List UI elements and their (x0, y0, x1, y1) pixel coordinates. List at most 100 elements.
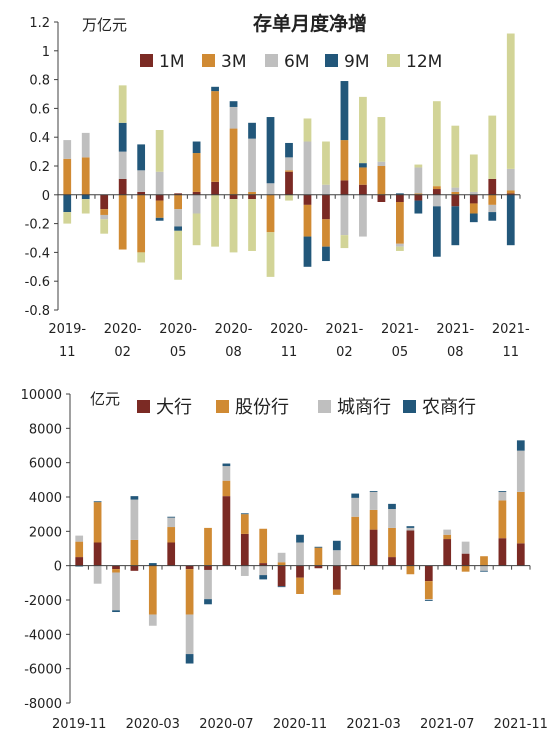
chart-1-x-tick-label: 2021- (492, 322, 530, 337)
chart-2-bar (204, 599, 212, 605)
chart-2-bar (148, 614, 157, 626)
chart-1-bar (377, 161, 386, 166)
chart-2-bar (112, 572, 120, 611)
chart-1-bar (432, 189, 441, 195)
chart-2-bar (332, 565, 341, 590)
chart-2-x-tick-label: 2021-03 (346, 717, 400, 732)
chart-2-bar (93, 502, 102, 543)
chart-2-bar (277, 565, 286, 587)
chart-1-bar (81, 157, 90, 195)
chart-1-bar (192, 194, 201, 214)
chart-1-bar (211, 194, 219, 247)
chart-1-bar (266, 194, 275, 233)
chart-2-bar (351, 497, 360, 517)
chart-1-y-tick-label: -0.4 (25, 246, 50, 261)
chart-1-bar (414, 193, 423, 195)
chart-1-bar (322, 184, 330, 195)
chart-1-bar (266, 183, 275, 195)
chart-2-bar (498, 500, 507, 539)
chart-2-bar (222, 466, 231, 481)
chart-1-x-tick-label: 2021- (381, 322, 419, 337)
chart-1-bar (451, 194, 460, 207)
chart-1-x-tick-label: 08 (447, 345, 464, 360)
chart-1-bar (359, 167, 367, 185)
chart-1-bar (322, 141, 330, 185)
chart-1-legend-label: 3M (221, 52, 246, 72)
chart-1-bar (137, 194, 146, 253)
chart-1-bar (211, 181, 219, 195)
chart-1-bar (340, 235, 349, 249)
chart-2-bar (185, 565, 194, 570)
chart-1-x-tick-label: 11 (281, 345, 298, 360)
chart-1-bar (155, 194, 164, 201)
chart-1-bar (432, 206, 441, 257)
chart-2-bar (516, 440, 525, 451)
chart-1-bar (414, 200, 423, 214)
chart-1-bar (155, 217, 164, 221)
chart-2-y-tick-label: -2000 (24, 594, 62, 609)
chart-2-bar (406, 526, 415, 528)
chart-1-bar (100, 219, 109, 234)
chart-2-unit-label: 亿元 (90, 390, 120, 408)
chart-2-legend-swatch (216, 400, 229, 413)
chart-1-bar (118, 194, 127, 250)
chart-1-bar (137, 191, 146, 195)
chart-2-bar (369, 529, 378, 566)
chart-2-bar (516, 543, 525, 566)
chart-1-bar (285, 142, 293, 158)
chart-1-bar (377, 117, 386, 162)
chart-1-bar (63, 140, 72, 159)
chart-1-y-tick-label: 1 (42, 45, 50, 60)
chart-1-bar (100, 194, 109, 210)
chart-1-bar (340, 194, 349, 236)
chart-2-y-tick-label: 2000 (29, 525, 62, 540)
chart-1-bar (248, 138, 256, 192)
chart-2-bar (240, 514, 249, 534)
chart-1-bar (81, 132, 90, 158)
chart-2-x-tick-label: 2019-11 (52, 717, 106, 732)
chart-2-bar (222, 496, 231, 566)
chart-1-bar (469, 213, 478, 223)
chart-1-bar (322, 219, 330, 247)
chart-1-bar (451, 191, 460, 195)
chart-1-legend-swatch (140, 54, 153, 67)
chart-1-bar (340, 180, 349, 195)
chart-2-bar (167, 516, 176, 518)
chart-1-bar (303, 194, 312, 205)
chart-2-bar (388, 509, 396, 528)
chart-1-bar (395, 243, 404, 247)
chart-1-bar (469, 194, 478, 204)
chart-1-bar (100, 214, 109, 220)
chart-1-bar (488, 178, 497, 195)
chart-1-bar (229, 101, 238, 107)
chart-2-bar (406, 527, 415, 531)
chart-2-bar (296, 577, 304, 594)
chart-2-bar (240, 533, 249, 566)
chart-2-bar (332, 540, 341, 551)
chart-2-bar (369, 509, 378, 530)
chart-1-bar (174, 209, 183, 227)
chart-2-bar (516, 491, 525, 544)
chart-2-bar (351, 493, 360, 498)
chart-2-bar (93, 542, 102, 566)
chart-1-bar (248, 191, 256, 195)
chart-2-bar (498, 490, 507, 492)
chart-1-bar (192, 141, 201, 154)
chart-1-bar (488, 194, 497, 205)
chart-1-bar (303, 118, 312, 142)
chart-1-bar (469, 191, 478, 195)
chart-2-bar (167, 517, 176, 528)
chart-2-x-tick-label: 2020-11 (273, 717, 327, 732)
chart-1-bar (63, 194, 72, 213)
chart-1-bar (63, 212, 72, 224)
chart-1-legend-label: 1M (159, 52, 184, 72)
chart-2-bar (112, 565, 120, 570)
chart-1-x-tick-label: 2021- (436, 322, 474, 337)
chart-1-legend-swatch (387, 54, 400, 67)
chart-1-bar (174, 226, 183, 231)
chart-1-bar (359, 163, 367, 168)
chart-1-bar (248, 194, 256, 200)
chart-1-bar (285, 171, 293, 195)
chart-1-bar (155, 200, 164, 218)
chart-1-bar (395, 194, 404, 202)
